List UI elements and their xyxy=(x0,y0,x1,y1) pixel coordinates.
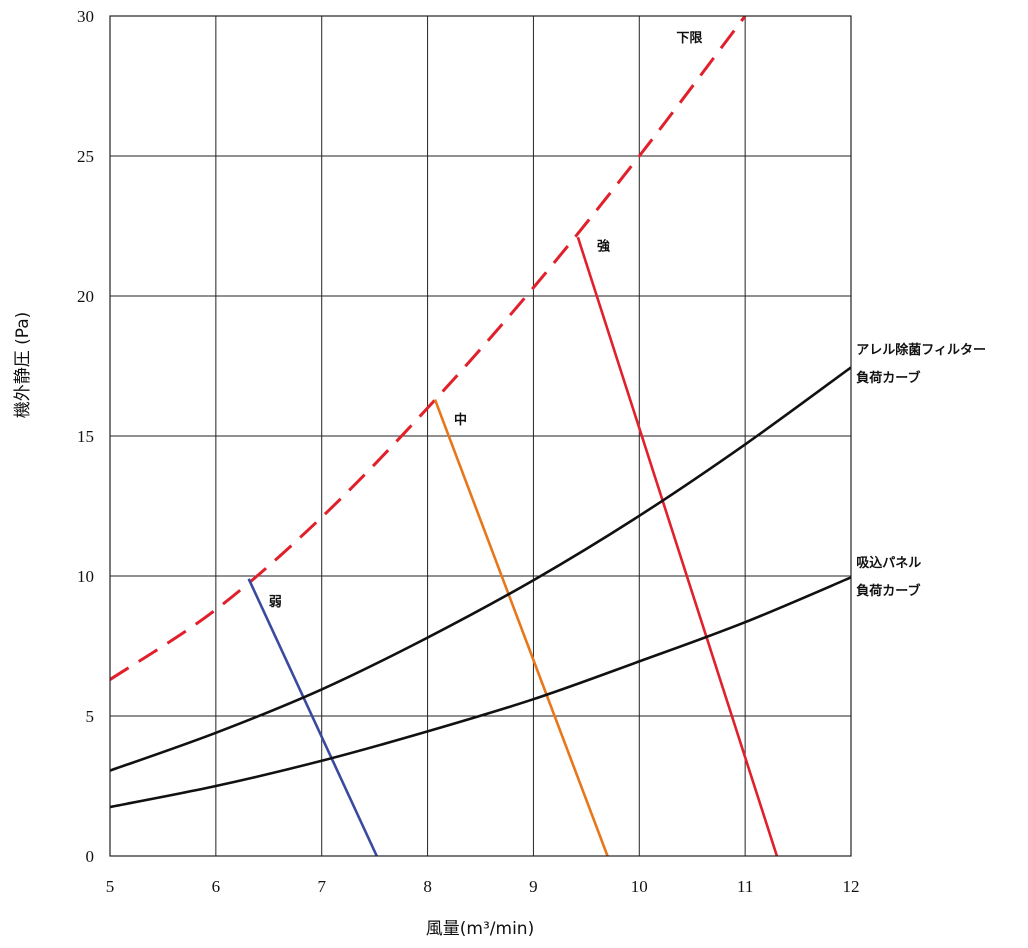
series-label-6: 吸込パネル xyxy=(856,555,921,571)
series-layer xyxy=(110,16,851,856)
y-tick-label: 30 xyxy=(77,7,94,26)
plot-frame xyxy=(109,15,852,857)
y-tick-label: 25 xyxy=(77,147,94,166)
y-tick-label: 10 xyxy=(77,567,94,586)
x-axis-title: 風量(m³/min) xyxy=(426,919,534,939)
x-tick-label: 10 xyxy=(631,877,648,896)
x-tick-label: 7 xyxy=(317,877,326,896)
y-tick-label: 15 xyxy=(77,427,94,446)
series-line-3 xyxy=(247,578,378,856)
y-tick-label: 5 xyxy=(86,707,95,726)
x-tick-label: 9 xyxy=(529,877,538,896)
series-line-4 xyxy=(110,366,851,772)
y-tick-label: 20 xyxy=(77,287,94,306)
y-tick-label: 0 xyxy=(86,847,95,866)
series-label-0: 下限 xyxy=(676,31,703,46)
series-label-7: 負荷カーブ xyxy=(856,583,920,599)
series-line-2 xyxy=(433,399,609,856)
x-tick-label: 11 xyxy=(737,877,753,896)
x-tick-label: 12 xyxy=(843,877,860,896)
series-label-2: 中 xyxy=(454,412,467,428)
y-axis-title: 機外静圧 (Pa) xyxy=(13,312,33,419)
x-tick-label: 6 xyxy=(212,877,221,896)
series-label-4: アレル除菌フィルター xyxy=(856,342,986,358)
series-line-1 xyxy=(576,236,779,856)
x-tick-label: 8 xyxy=(423,877,432,896)
series-label-1: 強 xyxy=(597,239,610,255)
series-line-5 xyxy=(110,576,851,809)
series-label-3: 弱 xyxy=(269,594,282,610)
x-tick-label: 5 xyxy=(106,877,115,896)
series-line-0 xyxy=(110,16,747,681)
series-label-5: 負荷カーブ xyxy=(856,370,920,386)
